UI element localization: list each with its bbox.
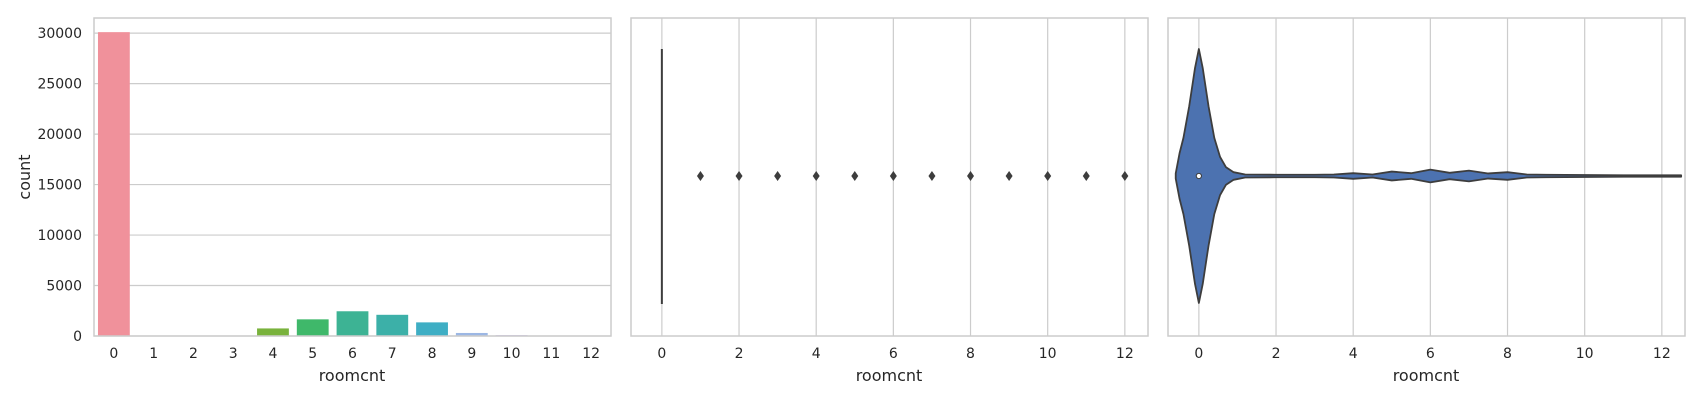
y-tick-label: 25000 [37, 77, 82, 93]
outlier-point [1005, 171, 1013, 181]
bar-7 [376, 314, 409, 336]
y-axis-title: count [15, 154, 34, 199]
box-plot-frame [630, 17, 1149, 337]
outlier-point [889, 171, 897, 181]
outlier-point [1121, 171, 1129, 181]
outlier-point [1082, 171, 1090, 181]
x-tick-label: 10 [1576, 346, 1594, 362]
bar-0 [97, 32, 130, 337]
y-tick-label: 15000 [37, 178, 82, 194]
outlier-point [774, 171, 782, 181]
y-tick-label: 5000 [46, 279, 82, 295]
x-axis-title: roomcnt [1393, 366, 1460, 385]
x-axis-title: roomcnt [319, 366, 386, 385]
outlier-point [851, 171, 859, 181]
bar-5 [296, 319, 329, 336]
bar-chart-frame [93, 17, 612, 337]
x-tick-label: 8 [1503, 346, 1512, 362]
x-tick-label: 0 [1194, 346, 1203, 362]
x-axis-title: roomcnt [856, 366, 923, 385]
violin-plot-frame [1167, 17, 1686, 337]
x-tick-label: 3 [229, 346, 238, 362]
x-tick-label: 10 [503, 346, 521, 362]
x-tick-label: 1 [149, 346, 158, 362]
x-tick-label: 9 [467, 346, 476, 362]
y-tick-label: 0 [73, 329, 82, 345]
y-tick-label: 20000 [37, 127, 82, 143]
x-tick-label: 6 [348, 346, 357, 362]
x-tick-label: 5 [308, 346, 317, 362]
x-tick-label: 2 [189, 346, 198, 362]
outlier-point [696, 171, 704, 181]
x-tick-label: 12 [1653, 346, 1671, 362]
outlier-point [967, 171, 975, 181]
outlier-point [1044, 171, 1052, 181]
x-tick-label: 0 [109, 346, 118, 362]
x-tick-label: 8 [428, 346, 437, 362]
median-marker [1195, 172, 1202, 180]
x-tick-label: 10 [1039, 346, 1057, 362]
x-tick-label: 7 [388, 346, 397, 362]
x-tick-label: 2 [1272, 346, 1281, 362]
violin-body [1174, 48, 1683, 304]
x-tick-label: 4 [812, 346, 821, 362]
outlier-point [735, 171, 743, 181]
bar-4 [257, 328, 289, 336]
outlier-point [812, 171, 820, 181]
x-tick-label: 11 [542, 346, 560, 362]
bar-8 [416, 322, 448, 336]
bar-6 [336, 311, 369, 336]
x-tick-label: 2 [735, 346, 744, 362]
outlier-point [928, 171, 936, 181]
violin-plot-panel: 0 2 4 6 8 10 12 roomcnt [1167, 17, 1686, 385]
x-tick-label: 0 [657, 346, 666, 362]
bar-chart-panel: 0 1 2 3 4 5 6 7 8 9 10 11 12 05000100001500020000250… [15, 17, 612, 385]
y-tick-label: 30000 [37, 26, 82, 42]
x-tick-label: 8 [966, 346, 975, 362]
x-tick-label: 12 [1116, 346, 1134, 362]
box-plot-panel: 0 2 4 6 8 10 12 roomcnt [630, 17, 1149, 385]
bar-9 [455, 332, 488, 336]
y-tick-label: 10000 [37, 228, 82, 244]
x-tick-label: 12 [582, 346, 600, 362]
x-tick-label: 4 [269, 346, 278, 362]
x-tick-label: 6 [1426, 346, 1435, 362]
x-tick-label: 6 [889, 346, 898, 362]
x-tick-label: 4 [1349, 346, 1358, 362]
